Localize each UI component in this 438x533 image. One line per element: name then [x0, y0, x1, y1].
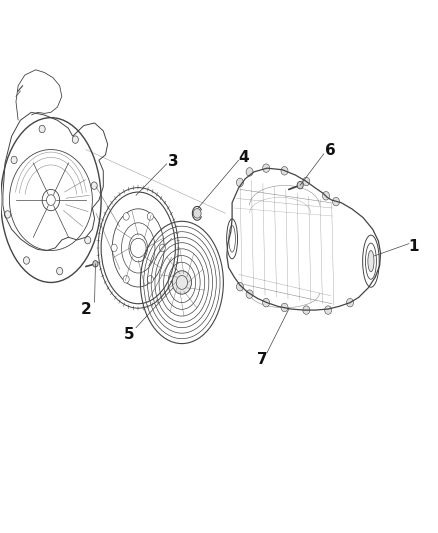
Circle shape — [147, 276, 153, 283]
Circle shape — [85, 237, 91, 244]
Circle shape — [246, 167, 253, 176]
Circle shape — [322, 191, 329, 200]
Circle shape — [246, 290, 253, 298]
Circle shape — [159, 244, 166, 252]
Circle shape — [11, 156, 17, 164]
Circle shape — [172, 271, 191, 294]
Circle shape — [147, 213, 153, 220]
Circle shape — [325, 306, 332, 314]
Circle shape — [111, 244, 117, 252]
Text: 5: 5 — [124, 327, 135, 342]
Text: 3: 3 — [168, 154, 178, 169]
Circle shape — [237, 282, 244, 291]
Circle shape — [24, 257, 29, 264]
Circle shape — [303, 306, 310, 314]
Circle shape — [123, 213, 129, 220]
Circle shape — [237, 178, 244, 187]
Ellipse shape — [368, 251, 374, 272]
Circle shape — [93, 261, 98, 267]
Circle shape — [303, 177, 310, 185]
Text: 6: 6 — [325, 143, 336, 158]
Text: 1: 1 — [409, 239, 419, 254]
Circle shape — [281, 166, 288, 175]
Text: 2: 2 — [81, 302, 91, 317]
Circle shape — [123, 276, 129, 283]
Circle shape — [91, 182, 97, 189]
Circle shape — [263, 298, 270, 307]
Circle shape — [346, 298, 353, 307]
Circle shape — [193, 208, 201, 218]
Circle shape — [263, 164, 270, 172]
Circle shape — [72, 136, 78, 143]
Circle shape — [297, 181, 303, 189]
Text: 4: 4 — [239, 150, 249, 165]
Circle shape — [281, 303, 288, 312]
Circle shape — [39, 125, 45, 133]
Circle shape — [57, 268, 63, 275]
Text: 7: 7 — [258, 352, 268, 367]
Circle shape — [332, 197, 339, 206]
Circle shape — [4, 211, 11, 218]
